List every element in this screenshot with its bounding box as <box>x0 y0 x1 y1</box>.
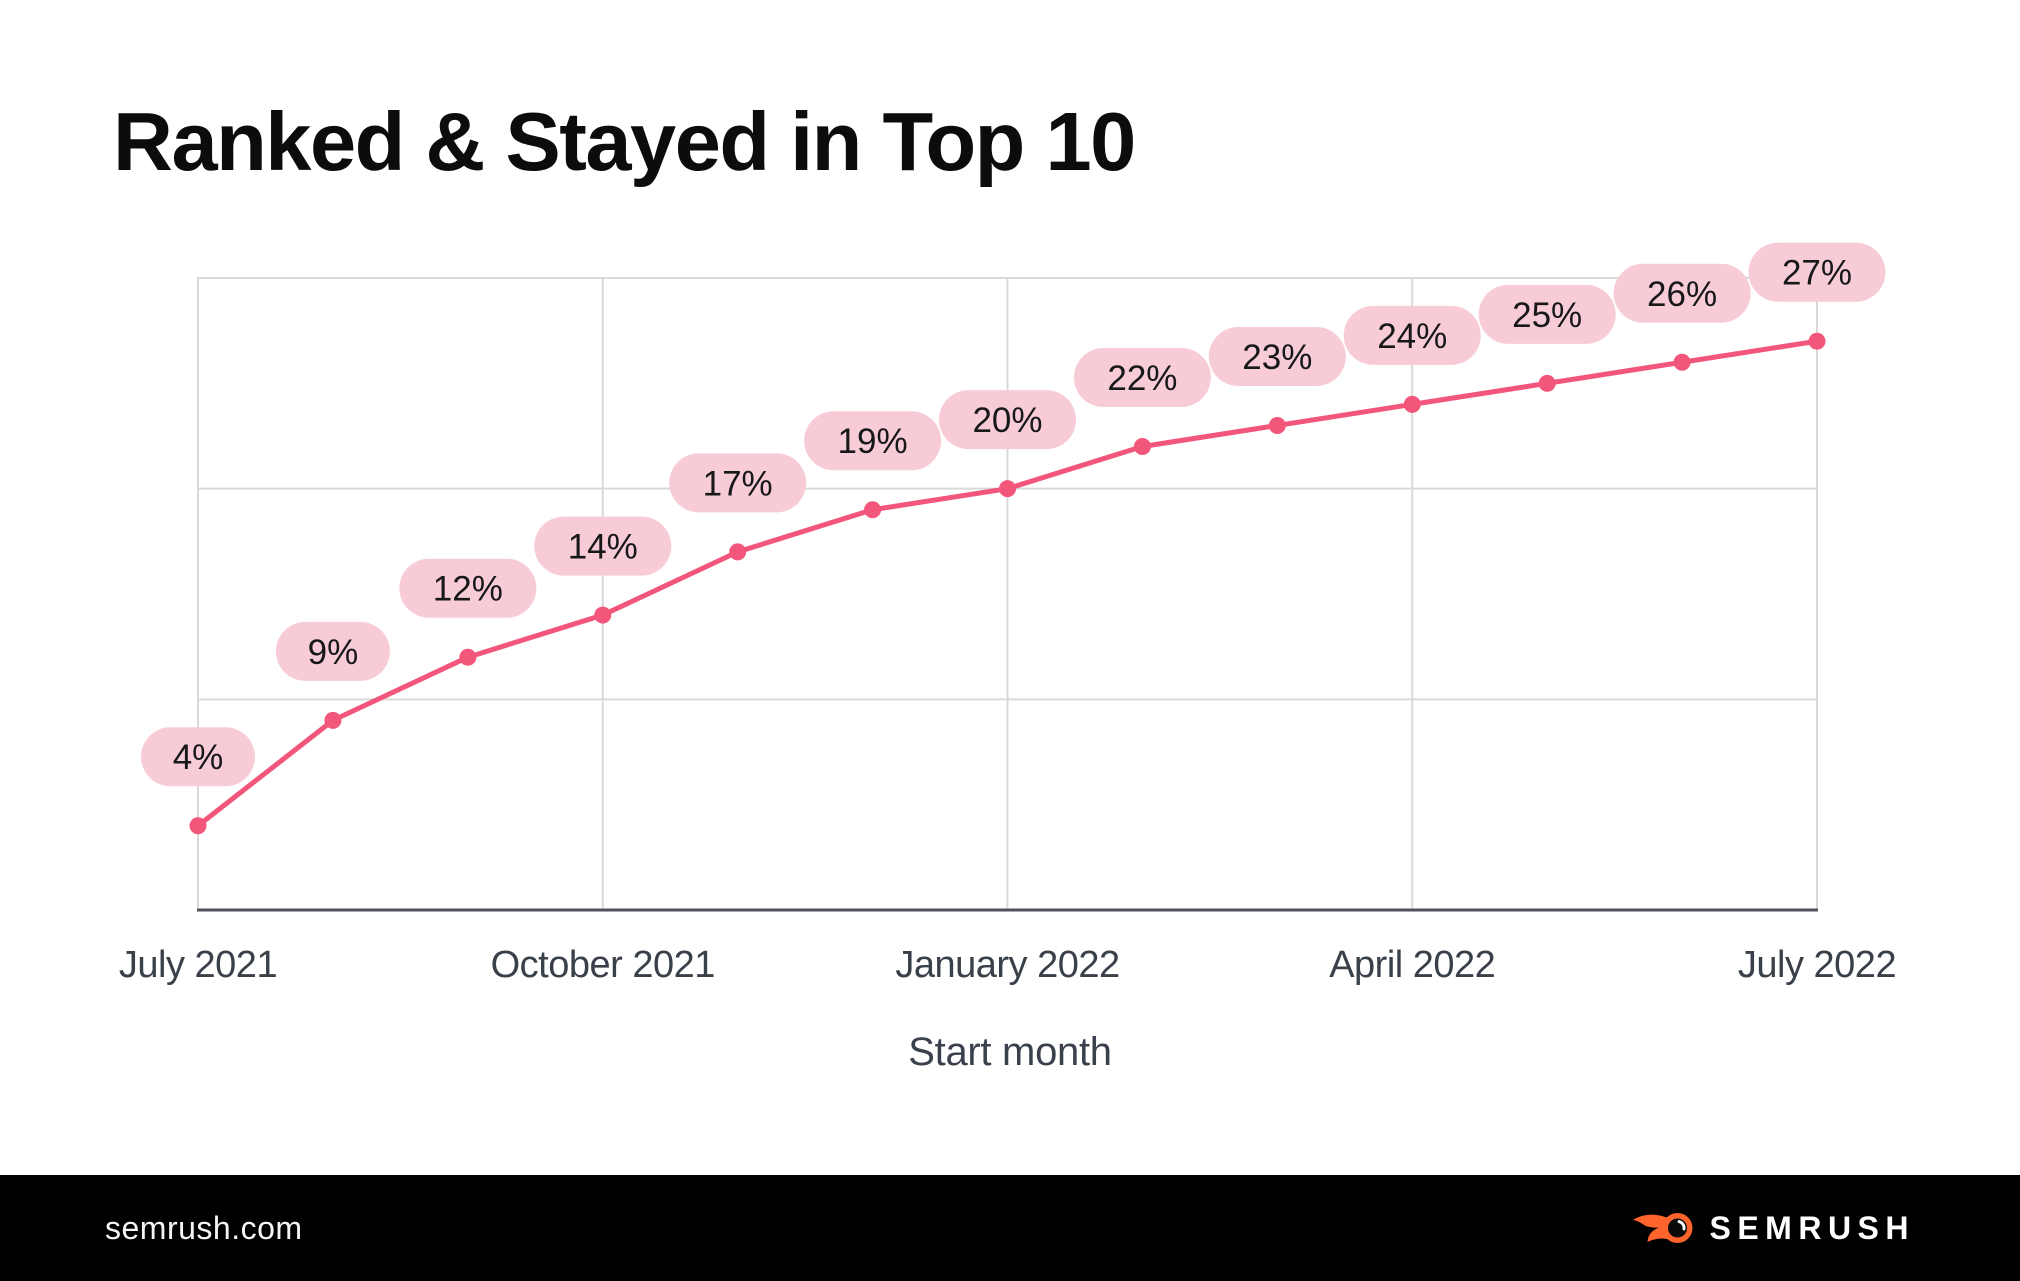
data-label-pill <box>275 621 390 681</box>
data-label-pill <box>399 558 537 618</box>
data-point <box>324 711 342 729</box>
data-label-text: 9% <box>308 633 359 672</box>
data-point <box>864 501 882 519</box>
data-label-text: 24% <box>1377 317 1447 356</box>
data-label-pill <box>1613 263 1751 323</box>
x-tick-label: January 2022 <box>895 944 1119 986</box>
line-chart: 4% 9% 12% 14% 17% 19% 20% 22% 23% 24% 25% 26% 27% Jul… <box>119 242 1897 986</box>
page-title: Ranked & Stayed in Top 10 <box>113 95 1136 188</box>
footer-brand-text: SEMRUSH <box>1709 1210 1915 1246</box>
data-label-pill <box>534 516 672 576</box>
data-point <box>729 543 747 561</box>
data-label-pill <box>1343 305 1481 365</box>
x-tick-label: July 2022 <box>1738 944 1896 986</box>
x-tick-label: July 2021 <box>119 944 277 986</box>
semrush-logo: SEMRUSH <box>1633 1210 1915 1246</box>
data-label-pill <box>804 411 942 471</box>
data-point <box>999 480 1016 498</box>
x-tick-label: October 2021 <box>491 944 715 986</box>
data-label-pill <box>669 453 807 513</box>
data-point <box>594 606 612 624</box>
data-label-text: 4% <box>173 738 224 777</box>
data-label-pill <box>1478 284 1616 344</box>
data-label-text: 27% <box>1782 254 1852 293</box>
data-label-pill <box>1208 326 1346 386</box>
data-label-text: 14% <box>568 528 638 567</box>
data-label-text: 23% <box>1242 338 1312 377</box>
footer-site-url: semrush.com <box>105 1209 303 1246</box>
data-point <box>1538 374 1556 392</box>
data-point <box>1133 438 1151 456</box>
data-label-text: 20% <box>972 401 1042 440</box>
semrush-flame-icon <box>1633 1213 1693 1243</box>
data-label-pill <box>1073 348 1211 408</box>
x-axis-title: Start month <box>908 1030 1112 1074</box>
data-label-text: 22% <box>1107 359 1177 398</box>
data-label-pill <box>939 390 1076 450</box>
data-point <box>1808 332 1826 350</box>
data-point <box>1673 353 1691 371</box>
data-label-pill <box>141 727 255 787</box>
data-point <box>459 648 477 666</box>
data-point <box>189 817 207 835</box>
data-point <box>1403 395 1421 413</box>
data-label-text: 17% <box>703 464 773 503</box>
footer-bar: semrush.com SEMRUSH <box>0 1175 2020 1281</box>
data-label-text: 25% <box>1512 296 1582 335</box>
data-label-text: 12% <box>433 570 503 609</box>
data-point <box>1268 416 1286 434</box>
data-label-text: 26% <box>1647 275 1717 314</box>
data-label-text: 19% <box>838 422 908 461</box>
data-label-pill <box>1748 242 1886 302</box>
x-tick-label: April 2022 <box>1329 944 1495 986</box>
